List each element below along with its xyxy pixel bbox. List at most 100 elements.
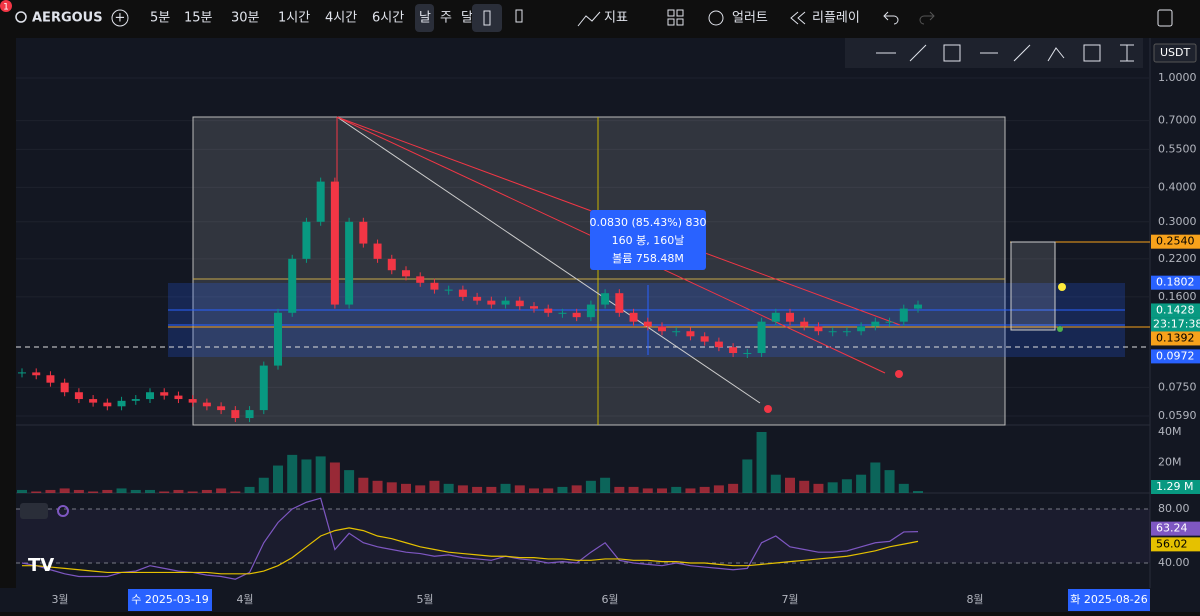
interval[interactable]: 5분 [150,11,170,26]
measure-text: 0.0830 (85.43%) 830 [589,216,706,229]
volume-bar [159,491,170,493]
volume-bar [287,454,298,493]
candle [842,331,851,333]
rsi-label: 56.02 [1156,537,1188,550]
volume-bar [571,485,582,493]
volume-bar [401,483,411,493]
interval[interactable]: 달 [461,11,473,26]
interval[interactable]: 날 [419,11,431,26]
volume-bar [187,491,198,493]
month-label: 4월 [236,593,253,606]
candle [387,258,396,271]
measure-text: 볼륨 758.48M [612,252,684,265]
candle-icon [483,10,491,26]
tool-extended[interactable] [1013,44,1031,62]
volume-bar [88,491,99,493]
indicator-toggle[interactable] [57,505,69,517]
candle [259,365,268,411]
replay[interactable]: 리플레이 [812,11,860,26]
candle [643,321,652,327]
interval[interactable]: 6시간 [372,11,404,26]
tool-trend[interactable] [909,44,927,62]
candle [359,221,368,244]
price-range-box [192,116,1006,426]
candle [330,181,339,305]
volume-bar [529,488,539,493]
logo: TV [28,555,54,576]
interval[interactable]: 30분 [231,11,260,26]
candle [757,321,766,353]
symbol[interactable]: AERGOUS [32,11,103,26]
volume-bar [372,480,383,493]
interval[interactable]: 4시간 [325,11,357,26]
undo[interactable] [883,11,899,25]
end-date: 화 2025-08-26 [1070,593,1148,606]
price-label-box [1151,275,1200,290]
interval-group: 5분 15분 30분 1시간 4시간 6시간 날 주 달 [150,4,473,32]
search-icon[interactable] [15,11,27,23]
interval[interactable]: 1시간 [278,11,310,26]
candle [871,321,880,327]
tool-rect[interactable] [1083,44,1101,62]
volume-bar [657,488,667,493]
volume-bar [600,477,611,493]
panel-icon[interactable] [1157,9,1173,27]
candle [885,321,894,323]
candle [899,308,908,322]
candle [316,181,325,222]
candle [473,296,482,301]
layout-icon [676,18,684,26]
rsi-label: 63.24 [1156,522,1188,535]
volume-bar [258,477,269,493]
collapse-button[interactable] [20,503,48,519]
add-symbol[interactable] [111,9,129,27]
countdown-box [1151,317,1200,332]
interval[interactable]: 15분 [184,11,213,26]
tool-range[interactable] [1120,44,1134,62]
volume-bar [216,488,227,493]
volume-bar [59,488,70,493]
volume-bar [713,485,724,493]
tool-path[interactable] [1047,47,1065,62]
currency-box[interactable] [1153,43,1197,63]
candle [60,382,69,393]
volume-bar [329,462,340,493]
interval[interactable]: 주 [440,11,452,26]
left-bar [0,38,14,612]
date-pill [128,589,212,611]
candle [188,399,197,403]
candle [416,276,425,283]
volume-bar [728,483,739,493]
chart-type-icon[interactable] [515,9,523,23]
alert[interactable]: 얼러트 [732,11,768,26]
volume-bar [699,486,710,493]
volume-bar [45,489,56,493]
countdown: 23:17:38 [1153,317,1200,330]
candle [202,402,211,407]
redo[interactable] [919,11,935,25]
currency: USDT [1160,46,1191,59]
volume-bar [671,486,682,493]
volume-bar [73,489,84,493]
volume-bar [500,483,511,493]
price-tick-label: 0.0750 [1158,380,1197,393]
volume-bar [827,482,838,493]
candle-type-button[interactable] [472,4,502,32]
volume-bar [130,489,141,493]
price-label: 0.0972 [1156,349,1195,362]
tool-rect-cross[interactable] [943,44,961,62]
volume-bar [913,491,923,493]
date-pill [1068,589,1150,611]
rsi-band [16,509,1150,563]
volume-bar [870,462,881,493]
rsi-label-box [1151,537,1200,552]
layout-icon[interactable] [667,9,675,17]
candle [501,300,510,305]
price-label-box [1151,303,1200,318]
candle [345,221,354,305]
indicators[interactable]: 지표 [604,11,628,26]
candle [601,293,610,305]
volume-bar [785,477,795,493]
measure-tooltip [590,210,706,270]
candle [771,312,780,322]
